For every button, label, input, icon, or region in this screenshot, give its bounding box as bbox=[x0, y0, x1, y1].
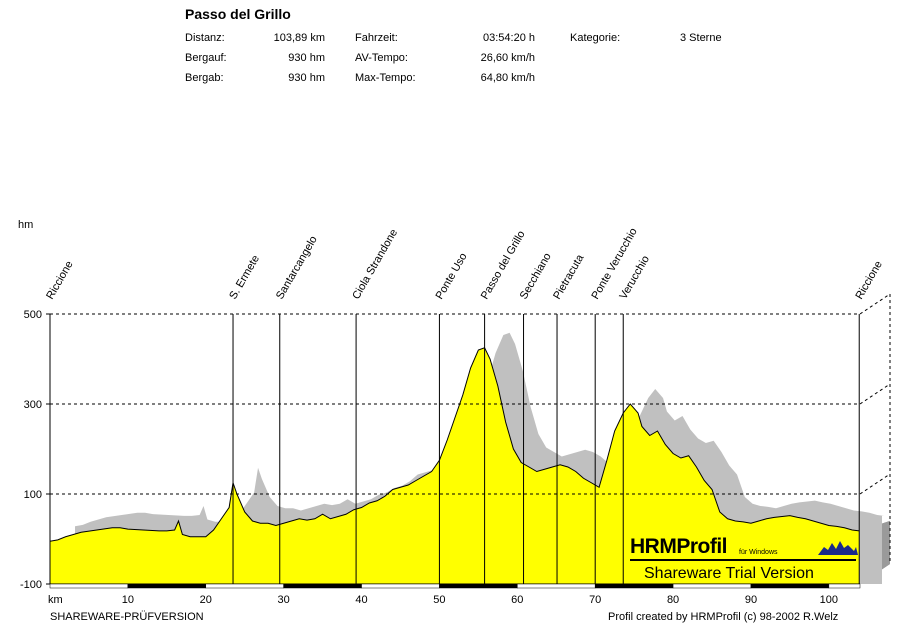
profile-area bbox=[49, 347, 860, 584]
brand-rule bbox=[630, 559, 856, 561]
waypoint-label: Santarcangelo bbox=[274, 234, 320, 301]
x-tick-label: 80 bbox=[667, 594, 679, 606]
x-tick-label: 40 bbox=[355, 594, 367, 606]
time-label-max-speed: Max-Tempo: bbox=[355, 72, 416, 84]
brand-name: HRMProfil bbox=[630, 535, 728, 558]
x-scale-segment bbox=[828, 583, 861, 589]
y-tick-label: 100 bbox=[24, 489, 42, 501]
x-tick-label: 10 bbox=[122, 594, 134, 606]
y-tick-label: 500 bbox=[24, 309, 42, 321]
footer-shareware-notice: SHAREWARE-PRÜFVERSION bbox=[50, 611, 204, 623]
footer-credit: Profil created by HRMProfil (c) 98-2002 … bbox=[608, 611, 839, 623]
depth-grid-line bbox=[859, 383, 891, 405]
stat-label-descent: Bergab: bbox=[185, 72, 224, 84]
waypoint-label: Ciola Strandone bbox=[350, 227, 400, 301]
x-scale-segment bbox=[517, 583, 596, 589]
stat-value-descent: 930 hm bbox=[288, 72, 325, 84]
x-tick-label: 90 bbox=[745, 594, 757, 606]
waypoint-label: Riccione bbox=[44, 259, 75, 302]
y-axis-label: hm bbox=[18, 219, 33, 231]
x-tick-label: 30 bbox=[278, 594, 290, 606]
y-tick-label: 300 bbox=[24, 399, 42, 411]
y-tick-label: -100 bbox=[20, 579, 42, 591]
time-label-avg-speed: AV-Tempo: bbox=[355, 52, 408, 64]
x-scale-segment bbox=[283, 583, 362, 589]
trial-notice: Shareware Trial Version bbox=[644, 565, 814, 582]
time-label-duration: Fahrzeit: bbox=[355, 32, 398, 44]
axes: 500 300 100 -100 10 20 30 40 50 60 70 80 90 100 bbox=[20, 309, 861, 606]
x-scale-segment bbox=[127, 583, 207, 589]
category-label: Kategorie: bbox=[570, 32, 621, 44]
x-axis-label: km bbox=[48, 594, 63, 606]
waypoint-label: Secchiano bbox=[518, 251, 554, 301]
x-scale-segment bbox=[205, 583, 284, 589]
x-scale-segment bbox=[361, 583, 440, 589]
time-value-avg-speed: 26,60 km/h bbox=[480, 52, 535, 64]
x-tick-label: 20 bbox=[200, 594, 212, 606]
waypoint-label: Pietracuta bbox=[551, 252, 587, 302]
profile-line bbox=[49, 347, 860, 542]
grid-lines bbox=[50, 313, 860, 495]
category-value: 3 Sterne bbox=[680, 32, 722, 44]
waypoint-label: S. Ermete bbox=[227, 253, 262, 301]
stat-value-ascent: 930 hm bbox=[288, 52, 325, 64]
x-tick-label: 50 bbox=[433, 594, 445, 606]
x-scale-segment bbox=[49, 583, 129, 589]
mountain-logo-icon bbox=[818, 541, 858, 555]
stat-label-ascent: Bergauf: bbox=[185, 52, 227, 64]
profile-fill bbox=[50, 347, 860, 584]
time-value-max-speed: 64,80 km/h bbox=[480, 72, 535, 84]
depth-grid-line bbox=[859, 293, 891, 315]
x-tick-label: 100 bbox=[820, 594, 838, 606]
depth-grid-line bbox=[859, 473, 891, 495]
x-tick-label: 60 bbox=[511, 594, 523, 606]
tour-title: Passo del Grillo bbox=[185, 6, 291, 22]
shareware-trial-box: HRMProfil für Windows Shareware Trial Ve… bbox=[630, 535, 860, 585]
waypoint-label: Ponte Uso bbox=[434, 251, 470, 301]
time-value-duration: 03:54:20 h bbox=[483, 32, 535, 44]
stat-value-distance: 103,89 km bbox=[273, 32, 325, 44]
x-scale-segment bbox=[439, 583, 518, 589]
waypoint-label: Riccione bbox=[853, 259, 884, 302]
x-tick-label: 70 bbox=[589, 594, 601, 606]
brand-subtitle: für Windows bbox=[739, 549, 778, 556]
stat-label-distance: Distanz: bbox=[185, 32, 225, 44]
